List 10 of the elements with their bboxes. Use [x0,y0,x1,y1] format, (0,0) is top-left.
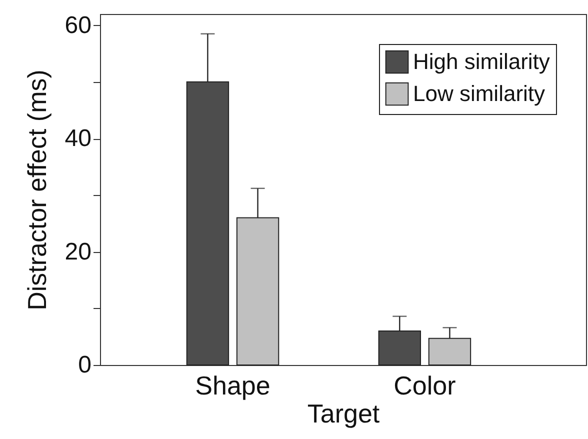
y-tick-label: 60 [64,12,92,39]
y-axis-title: Distractor effect (ms) [22,70,52,310]
y-tick-label: 20 [64,238,92,266]
y-tick-label: 0 [78,352,92,378]
legend-label: Low similarity [413,81,546,106]
x-tick-label: Shape [195,370,270,400]
legend-label: High similarity [413,49,550,74]
x-axis-title: Target [307,398,380,428]
y-tick-label: 40 [64,125,92,152]
x-tick-label: Color [394,370,456,400]
